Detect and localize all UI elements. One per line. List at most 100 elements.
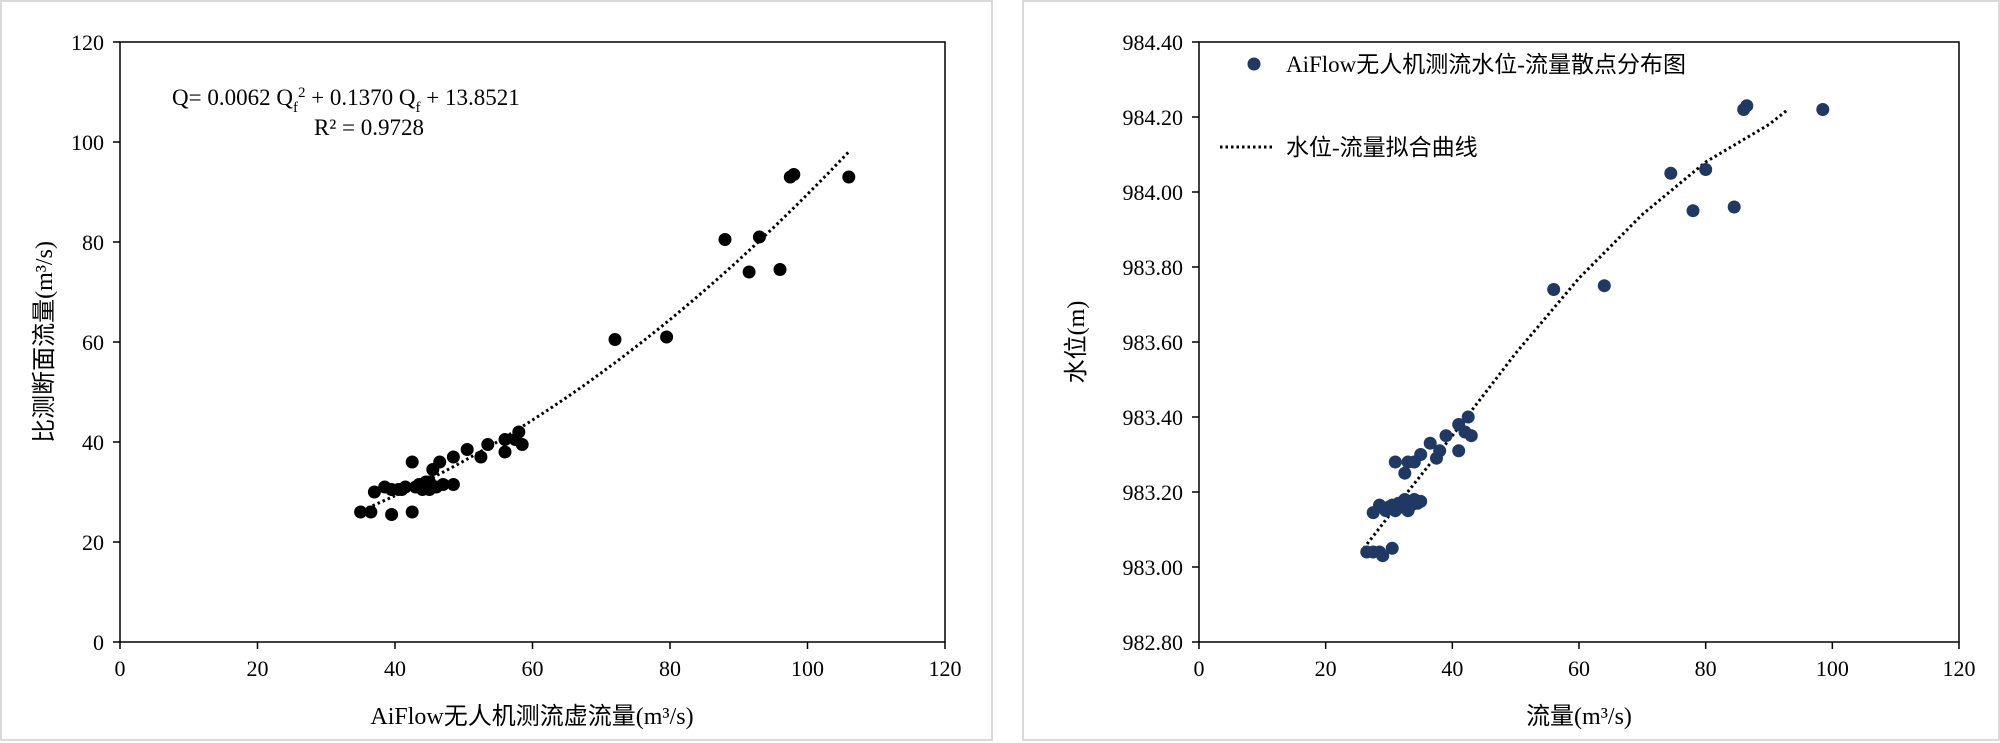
l-data-point — [367, 485, 381, 499]
l-data-point — [405, 455, 419, 469]
right-y-ticks: 982.80 983.00 983.20 983.40 983.60 983.80 984.… — [1123, 30, 1199, 655]
r-x-tick-label: 0 — [1194, 656, 1205, 681]
l-data-point — [608, 333, 622, 346]
r-data-point — [1547, 283, 1561, 296]
l-y-tick-label: 40 — [82, 430, 104, 455]
r-data-point — [1664, 166, 1678, 180]
left-trendline-group — [366, 150, 850, 510]
l-trendline — [366, 150, 850, 510]
r-x-tick-label: 120 — [1943, 656, 1976, 681]
l-x-tick-label: 0 — [115, 656, 126, 681]
l-data-point — [752, 230, 766, 244]
right-y-axis-label: 水位(m) — [1063, 301, 1090, 384]
l-data-point — [460, 443, 474, 456]
l-data-point — [354, 505, 368, 519]
l-y-tick-label: 20 — [82, 530, 104, 555]
right-plot-area — [1198, 41, 1960, 643]
r-y-tick-label: 983.00 — [1123, 555, 1184, 580]
r-y-tick-label: 983.20 — [1123, 480, 1184, 505]
l-data-point — [787, 168, 801, 181]
r-data-point — [1433, 444, 1447, 458]
r-data-point — [1461, 410, 1475, 424]
right-x-ticks: 0 20 40 60 80 100 120 — [1194, 642, 1976, 681]
r-data-point — [1740, 99, 1754, 113]
l-x-tick-label: 100 — [791, 656, 824, 681]
legend-line-label: 水位-流量拟合曲线 — [1286, 135, 1478, 160]
l-data-point — [398, 480, 412, 494]
l-data-point — [660, 330, 674, 344]
left-scatter-chart: 0 20 40 60 80 100 120 0 20 40 60 80 100 120 Q= 0.006… — [31, 30, 962, 730]
r-data-point — [1699, 163, 1713, 176]
l-y-tick-label: 120 — [71, 30, 104, 55]
l-data-point — [436, 478, 450, 491]
legend-scatter-label: AiFlow无人机测流水位-流量散点分布图 — [1286, 52, 1686, 77]
right-trendline-group — [1362, 108, 1789, 550]
l-data-point — [474, 450, 488, 464]
r-data-point — [1452, 444, 1466, 458]
left-plot-area — [119, 41, 946, 643]
r-trendline — [1362, 108, 1789, 550]
r-x-tick-label: 20 — [1315, 656, 1337, 681]
l-x-tick-label: 120 — [929, 656, 962, 681]
l-x-tick-label: 60 — [522, 656, 544, 681]
left-points-group — [354, 168, 856, 521]
l-data-point — [773, 263, 787, 276]
l-data-point — [446, 478, 460, 491]
r-data-point — [1686, 204, 1700, 218]
l-x-tick-label: 20 — [247, 656, 269, 681]
r-data-point — [1464, 429, 1478, 443]
right-points-group — [1360, 99, 1830, 563]
r-x-tick-label: 100 — [1816, 656, 1849, 681]
chart-panel-left: 0 20 40 60 80 100 120 0 20 40 60 80 100 120 Q= 0.006… — [0, 0, 993, 741]
l-y-tick-label: 80 — [82, 230, 104, 255]
l-y-tick-label: 100 — [71, 130, 104, 155]
l-data-point — [385, 508, 399, 521]
r-y-tick-label: 983.80 — [1123, 255, 1184, 280]
r-data-point — [1414, 448, 1428, 461]
r-data-point — [1423, 436, 1437, 450]
l-data-point — [515, 438, 529, 451]
r-y-tick-label: 983.60 — [1123, 330, 1184, 355]
r-x-tick-label: 80 — [1695, 656, 1717, 681]
l-y-tick-label: 0 — [93, 630, 104, 655]
l-data-point — [498, 433, 512, 446]
r-data-point — [1727, 200, 1741, 214]
legend-scatter-marker — [1247, 57, 1261, 71]
l-data-point — [433, 455, 447, 469]
r-data-point — [1376, 549, 1390, 563]
r-y-tick-label: 984.40 — [1123, 30, 1184, 55]
r-data-point — [1414, 494, 1428, 508]
left-x-ticks: 0 20 40 60 80 100 120 — [115, 642, 962, 681]
l-x-tick-label: 80 — [659, 656, 681, 681]
left-y-ticks: 0 20 40 60 80 100 120 — [71, 30, 120, 655]
l-data-point — [405, 505, 419, 519]
l-data-point — [842, 170, 856, 184]
r-y-tick-label: 982.80 — [1123, 630, 1184, 655]
l-y-tick-label: 60 — [82, 330, 104, 355]
left-r2: R² = 0.9728 — [314, 115, 424, 140]
r-x-tick-label: 40 — [1441, 656, 1463, 681]
left-equation: Q= 0.0062 Qf2 + 0.1370 Qf + 13.8521 — [172, 85, 520, 116]
l-data-point — [446, 450, 460, 464]
left-x-axis-label: AiFlow无人机测流虚流量(m³/s) — [370, 703, 693, 730]
chart-panel-right: 0 20 40 60 80 100 120 982.80 983.00 983.20 983.40… — [1022, 0, 2000, 741]
right-scatter-chart: 0 20 40 60 80 100 120 982.80 983.00 983.20 983.40… — [1063, 30, 1976, 730]
l-data-point — [718, 233, 732, 246]
l-data-point — [364, 505, 378, 519]
r-x-tick-label: 60 — [1568, 656, 1590, 681]
r-y-tick-label: 984.20 — [1123, 105, 1184, 130]
l-data-point — [742, 265, 756, 279]
r-data-point — [1388, 455, 1402, 469]
r-data-point — [1385, 541, 1399, 555]
r-data-point — [1816, 103, 1830, 116]
r-y-tick-label: 983.40 — [1123, 405, 1184, 430]
r-data-point — [1439, 429, 1453, 443]
l-data-point — [481, 438, 495, 451]
r-y-tick-label: 984.00 — [1123, 180, 1184, 205]
left-y-axis-label: 比测断面流量(m³/s) — [31, 241, 58, 443]
l-x-tick-label: 40 — [384, 656, 406, 681]
l-data-point — [512, 425, 526, 439]
l-data-point — [498, 445, 512, 459]
right-x-axis-label: 流量(m³/s) — [1526, 703, 1632, 730]
r-data-point — [1398, 466, 1412, 480]
